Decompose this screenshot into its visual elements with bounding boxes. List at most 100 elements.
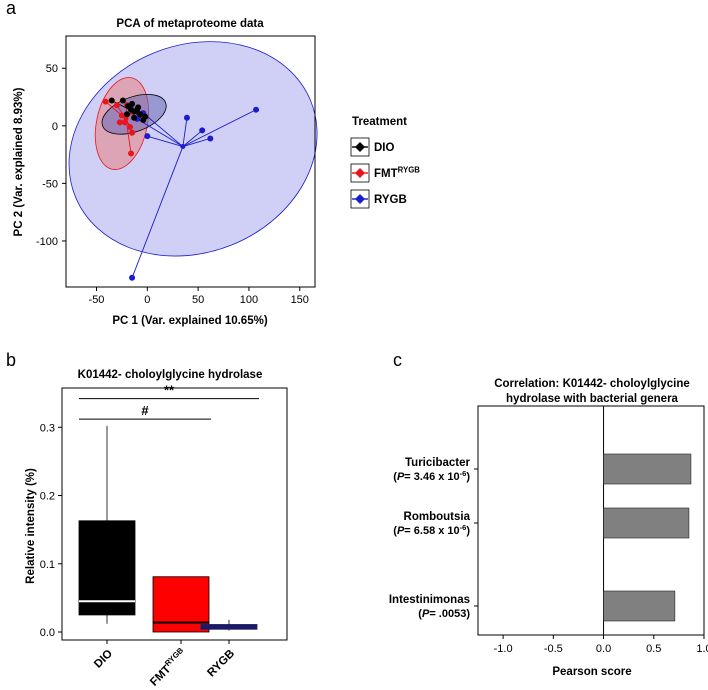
bar-intestinimonas	[603, 590, 676, 622]
point-dio	[137, 111, 144, 118]
spoke-rygb	[131, 146, 184, 278]
pca-x-tick-label: 100	[240, 294, 258, 306]
centroid-dio	[131, 109, 137, 115]
bar-romboutsia	[603, 507, 690, 539]
p-value-label: (P= 3.46 x 10-6)	[393, 469, 470, 483]
point-dio	[123, 111, 130, 118]
spoke-rygb	[182, 117, 188, 147]
centroid-rygb	[180, 144, 186, 150]
centroid-fmt	[123, 116, 129, 122]
pca-y-tick-label: -50	[42, 178, 58, 190]
corr-x-axis: -1.0 -0.5 0.0 0.5 1.0	[494, 635, 708, 655]
panel-label-c: c	[393, 350, 402, 370]
pca-legend: Treatment DIO FMTRYGB RYGB	[350, 116, 420, 209]
box-frame	[61, 387, 288, 641]
ellipse-rygb	[68, 41, 318, 257]
legend-key-marker	[355, 194, 365, 204]
p-value-label: (P= 6.58 x 10-6)	[393, 523, 470, 537]
point-dio	[142, 113, 149, 120]
legend-label-dio: DIO	[374, 142, 395, 154]
point-rygb	[207, 135, 214, 142]
corr-title-line-2: hydrolase with bacterial genera	[506, 393, 679, 405]
spoke-rygb	[182, 138, 211, 147]
box-x-axis: DIO FMTRYGB RYGB	[92, 640, 237, 689]
box-x-label-fmt: FMTRYGB	[146, 646, 189, 689]
box-y-tick-label: 0.2	[40, 491, 55, 503]
genus-label: Romboutsia	[404, 511, 471, 523]
panel-label-a: a	[6, 0, 17, 18]
p-value-label: (P= .0053)	[418, 608, 470, 620]
point-dio	[131, 114, 138, 121]
box-plot-area: # **	[78, 383, 259, 633]
point-dio	[108, 97, 115, 104]
pca-y-label: PC 2 (Var. explained 8.93%)	[13, 87, 25, 236]
corr-x-tick-label: -1.0	[494, 643, 513, 655]
corr-x-label: Pearson score	[552, 666, 631, 678]
pca-x-axis: -50 0 50 100 150	[89, 287, 309, 306]
pca-plot-area	[68, 41, 318, 281]
genus-label: Intestinimonas	[389, 594, 470, 606]
box-body	[152, 576, 210, 633]
pca-y-tick-label: -100	[36, 236, 58, 248]
point-fmt	[118, 112, 125, 119]
pca-y-tick-label: 0	[52, 121, 58, 133]
corr-x-tick-label: 0.5	[646, 643, 661, 655]
pca-frame	[65, 35, 316, 288]
point-dio	[135, 104, 142, 111]
corr-x-tick-label: 1.0	[696, 643, 708, 655]
legend-label-fmt: FMTRYGB	[374, 165, 420, 180]
spoke-rygb	[182, 109, 257, 147]
legend-title: Treatment	[352, 116, 407, 128]
point-fmt	[129, 129, 136, 136]
spoke-rygb	[136, 118, 184, 147]
spoke-rygb	[142, 112, 184, 147]
point-fmt	[116, 119, 123, 126]
spoke-rygb	[147, 135, 184, 147]
legend-key-marker	[355, 168, 365, 178]
panel-label-b: b	[6, 350, 16, 370]
pca-x-label: PC 1 (Var. explained 10.65%)	[112, 315, 267, 327]
point-fmt	[127, 123, 134, 130]
corr-x-tick-label: -0.5	[544, 643, 563, 655]
pca-x-tick-label: -50	[89, 294, 105, 306]
point-fmt	[113, 102, 120, 109]
significance-label: **	[164, 383, 175, 398]
point-rygb	[253, 106, 260, 113]
point-rygb	[129, 274, 136, 281]
box-x-label-dio: DIO	[92, 648, 115, 671]
legend-label-rygb: RYGB	[374, 194, 407, 206]
box-y-axis: 0.0 0.1 0.2 0.3	[40, 422, 62, 639]
point-rygb	[183, 114, 190, 121]
box-y-label: Relative intensity (%)	[25, 468, 37, 584]
point-rygb	[144, 133, 151, 140]
corr-chart: Correlation: K01442- choloylglycine hydr…	[389, 378, 708, 678]
corr-plot-area	[603, 406, 692, 635]
box-y-tick-label: 0.0	[40, 627, 55, 639]
point-dio	[119, 97, 126, 104]
box-y-tick-label: 0.3	[40, 422, 55, 434]
bar-turicibacter	[603, 453, 692, 485]
significance-label: #	[141, 403, 149, 418]
pca-chart: PCA of metaproteome data -50 0 50 100 150 -1…	[13, 18, 420, 327]
box-body	[78, 520, 136, 616]
pca-x-tick-label: 150	[291, 294, 309, 306]
corr-x-tick-label: 0.0	[596, 643, 611, 655]
box-chart: K01442- choloylglycine hydrolase # ** 0.0…	[25, 369, 288, 689]
pca-title: PCA of metaproteome data	[116, 18, 264, 30]
pca-x-tick-label: 50	[192, 294, 204, 306]
point-rygb	[199, 127, 206, 134]
pca-y-axis: -100 -50 0 50	[36, 63, 66, 248]
point-fmt	[128, 150, 135, 157]
box-x-label-rygb: RYGB	[205, 648, 237, 680]
spoke-rygb	[182, 130, 203, 147]
corr-title-line-1: Correlation: K01442- choloylglycine	[494, 378, 690, 390]
pca-y-tick-label: 50	[46, 63, 58, 75]
legend-key-marker	[355, 142, 365, 152]
point-fmt	[102, 98, 109, 105]
pca-x-tick-label: 0	[144, 294, 150, 306]
point-dio	[129, 100, 136, 107]
corr-y-axis: Turicibacter(P= 3.46 x 10-6)Romboutsia(P…	[389, 457, 478, 620]
genus-label: Turicibacter	[405, 457, 470, 469]
box-title: K01442- choloylglycine hydrolase	[78, 369, 263, 381]
